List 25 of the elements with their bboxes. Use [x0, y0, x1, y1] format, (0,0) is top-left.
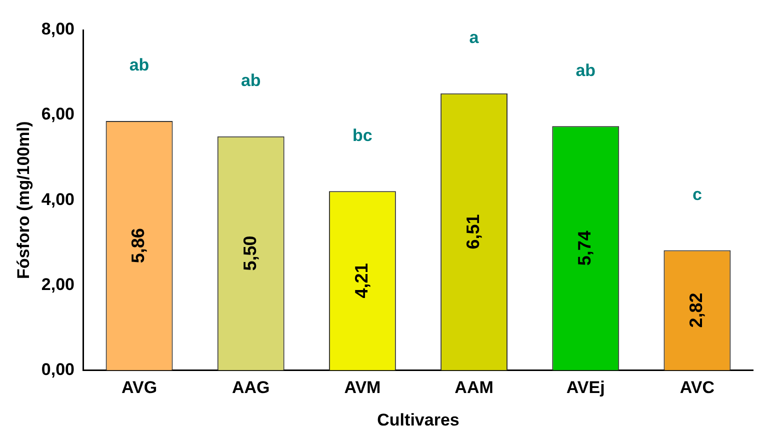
y-tick-label: 2,00 [41, 274, 74, 294]
data-label: 5,74 [574, 230, 595, 266]
annotation: ab [576, 60, 596, 80]
y-tick-label: 4,00 [41, 190, 74, 209]
data-label: 2,82 [686, 292, 706, 328]
x-tick-label: AVC [680, 378, 715, 398]
annotation: ab [129, 56, 150, 75]
y-tick-label: 0,00 [41, 360, 74, 379]
data-label: 5,86 [128, 228, 148, 264]
data-label: 4,21 [351, 263, 372, 298]
x-axis-title: Cultivares [377, 410, 460, 430]
x-tick-label: AAG [232, 378, 270, 398]
y-tick-label: 8,00 [41, 20, 74, 39]
data-label: 6,51 [463, 214, 484, 250]
annotation: c [692, 184, 702, 204]
annotation: bc [352, 126, 372, 145]
data-label: 5,50 [240, 236, 260, 271]
x-tick-label: AAM [454, 378, 494, 398]
x-tick-label: AVG [121, 378, 158, 398]
y-tick-label: 6,00 [41, 104, 74, 124]
annotation: a [469, 28, 480, 48]
y-axis-title: Fósforo (mg/100ml) [14, 121, 33, 279]
x-tick-label: AVEj [566, 378, 605, 398]
x-tick-label: AVM [344, 378, 381, 398]
annotation: ab [240, 71, 261, 90]
